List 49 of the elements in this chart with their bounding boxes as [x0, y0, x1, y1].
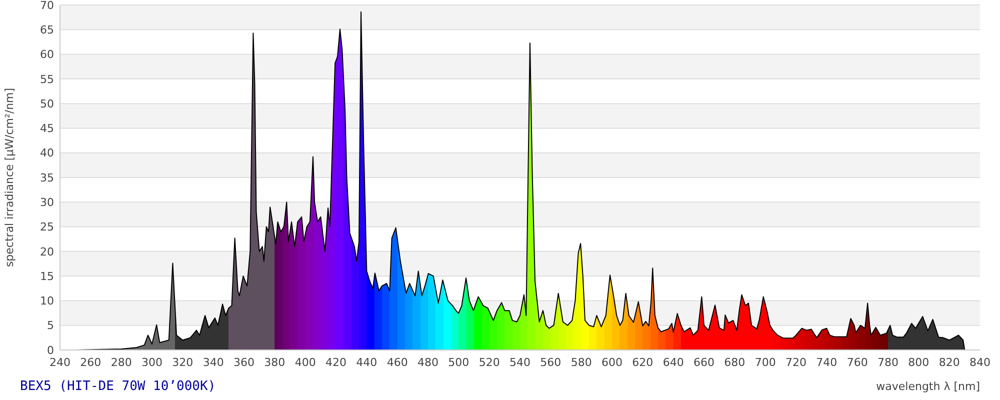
- x-tick-label: 760: [846, 356, 868, 369]
- text: BEX5 (HIT-DE 70W 10’000K): [20, 379, 216, 394]
- y-tick-label: 60: [40, 48, 54, 62]
- y-tick-label: 15: [40, 270, 54, 283]
- x-tick-label: 320: [172, 356, 194, 369]
- y-tick-label: 25: [40, 220, 54, 234]
- x-tick-label: 420: [326, 356, 346, 369]
- y-tick-label: 10: [40, 294, 54, 308]
- x-tick-label: 440: [356, 356, 378, 369]
- x-tick-label: 460: [386, 356, 408, 369]
- x-tick-label: 300: [142, 356, 162, 369]
- x-tick-label: 740: [816, 356, 838, 369]
- y-tick-label: 30: [40, 196, 54, 209]
- x-tick-label: 680: [724, 356, 746, 369]
- x-tick-label: 260: [80, 356, 102, 369]
- x-tick-label: 720: [786, 356, 806, 369]
- y-tick-label: 45: [40, 122, 54, 136]
- y-tick-label: 5: [47, 319, 54, 332]
- x-tick-label: 780: [878, 356, 898, 369]
- x-tick-label: 640: [662, 356, 684, 369]
- y-axis-title: spectral irradiance [µW/cm²/nm]: [3, 88, 16, 268]
- x-tick-label: 520: [478, 356, 500, 369]
- x-tick-label: 820: [938, 356, 960, 369]
- y-tick-label: 55: [40, 72, 54, 86]
- x-tick-label: 240: [50, 356, 70, 369]
- x-tick-label: 800: [908, 356, 930, 369]
- x-tick-label: 500: [448, 356, 470, 369]
- x-tick-label: 600: [602, 356, 622, 369]
- y-tick-label: 65: [40, 23, 54, 36]
- x-tick-label: 840: [970, 356, 990, 369]
- x-tick-label: 580: [570, 356, 592, 369]
- y-tick-label: 35: [40, 171, 54, 184]
- x-tick-label: 360: [234, 356, 254, 369]
- x-tick-label: 700: [754, 356, 776, 369]
- y-tick-label: 40: [40, 146, 54, 160]
- y-tick-label: 50: [40, 97, 54, 110]
- x-tick-label: 540: [510, 356, 530, 369]
- x-tick-label: 620: [632, 356, 654, 369]
- x-tick-label: 340: [202, 356, 224, 369]
- x-tick-label: 480: [418, 356, 438, 369]
- x-tick-label: 560: [540, 356, 562, 369]
- x-tick-label: 400: [294, 356, 316, 369]
- y-tick-label: 70: [40, 0, 54, 12]
- x-axis-title: wavelength λ [nm]: [876, 380, 980, 393]
- x-tick-label: 280: [110, 356, 132, 369]
- x-tick-label: 660: [694, 356, 714, 369]
- y-tick-label: 0: [47, 344, 54, 357]
- y-tick-label: 20: [40, 245, 54, 258]
- x-tick-label: 380: [264, 356, 286, 369]
